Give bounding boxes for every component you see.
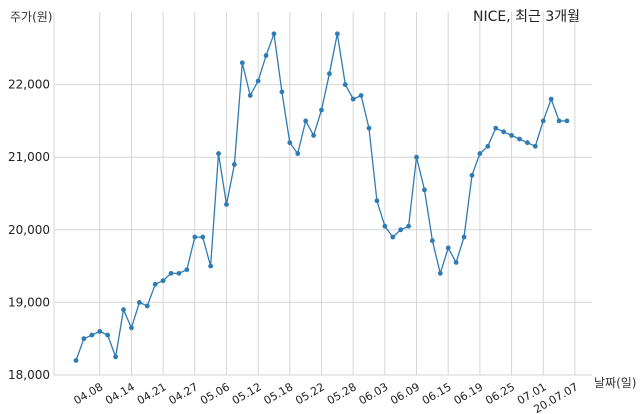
- data-point: [406, 223, 412, 229]
- data-point: [374, 198, 380, 204]
- data-point: [144, 303, 150, 309]
- x-tick-label: 06.25: [483, 380, 517, 407]
- y-tick-label: 21,000: [8, 150, 50, 164]
- data-point: [247, 93, 253, 98]
- data-point: [81, 336, 87, 342]
- data-point: [342, 82, 348, 87]
- data-point: [113, 354, 118, 360]
- data-point: [224, 201, 229, 207]
- data-point: [501, 129, 507, 135]
- data-point: [97, 329, 103, 334]
- data-point: [477, 151, 483, 156]
- data-point: [319, 107, 324, 113]
- data-point: [176, 270, 182, 276]
- data-point: [255, 78, 261, 84]
- x-tick-label: 04.08: [71, 380, 105, 407]
- x-tick-label: 06.15: [420, 380, 454, 407]
- data-point: [168, 270, 174, 276]
- data-point: [200, 234, 206, 240]
- data-point: [279, 89, 285, 95]
- data-point: [525, 140, 530, 146]
- data-point: [216, 151, 221, 156]
- data-point: [208, 263, 214, 269]
- data-point: [105, 332, 111, 338]
- x-tick-label: 05.18: [262, 380, 296, 407]
- data-point: [437, 270, 443, 276]
- data-point: [89, 332, 95, 338]
- data-point: [564, 118, 570, 124]
- data-point: [422, 187, 427, 193]
- data-point: [398, 227, 404, 233]
- y-tick-label: 19,000: [8, 295, 50, 309]
- data-point: [382, 223, 388, 229]
- data-point: [136, 300, 142, 305]
- x-tick-label: 05.06: [198, 380, 232, 407]
- data-point: [556, 118, 562, 124]
- data-point: [350, 96, 356, 102]
- x-tick-label: 05.12: [230, 380, 264, 407]
- data-point: [129, 325, 134, 331]
- data-point: [121, 307, 126, 313]
- y-tick-label: 18,000: [8, 368, 50, 382]
- x-tick-label: 04.21: [135, 380, 169, 407]
- data-point: [532, 143, 538, 149]
- data-point: [334, 31, 340, 37]
- data-point: [287, 140, 293, 146]
- x-tick-label: 05.28: [325, 380, 359, 407]
- chart-title: NICE, 최근 3개월: [472, 9, 580, 25]
- y-axis-label: 주가(원): [10, 10, 53, 24]
- data-point: [366, 125, 372, 131]
- data-point: [263, 53, 269, 58]
- data-point: [548, 96, 554, 102]
- data-point: [461, 234, 467, 240]
- data-point: [390, 234, 396, 240]
- y-tick-label: 22,000: [8, 78, 50, 92]
- x-tick-label: 04.14: [103, 380, 137, 407]
- data-point: [509, 133, 514, 138]
- data-point: [184, 267, 190, 273]
- data-point: [271, 31, 277, 37]
- data-point: [303, 118, 309, 124]
- data-point: [295, 151, 301, 156]
- data-point: [429, 238, 435, 244]
- data-point: [311, 133, 316, 138]
- data-point: [485, 143, 491, 149]
- data-point: [540, 118, 546, 124]
- data-point: [469, 172, 475, 178]
- x-tick-label: 06.09: [388, 380, 422, 407]
- data-point: [152, 281, 158, 287]
- data-point: [493, 125, 499, 131]
- data-point: [239, 60, 245, 66]
- data-point: [327, 71, 332, 77]
- x-tick-label: 05.22: [293, 380, 327, 407]
- x-tick-label: 04.27: [167, 380, 201, 407]
- x-axis-label: 날짜(일): [594, 376, 637, 390]
- data-point: [192, 234, 198, 240]
- x-tick-label: 06.19: [452, 380, 486, 407]
- data-point: [414, 154, 419, 160]
- data-point: [358, 93, 364, 98]
- y-tick-label: 20,000: [8, 223, 50, 237]
- x-tick-label: 06.03: [357, 380, 391, 407]
- data-point: [231, 162, 237, 167]
- data-point: [517, 136, 522, 142]
- data-point: [73, 358, 79, 363]
- data-point: [160, 278, 166, 284]
- data-point: [453, 260, 459, 265]
- data-point: [445, 245, 451, 251]
